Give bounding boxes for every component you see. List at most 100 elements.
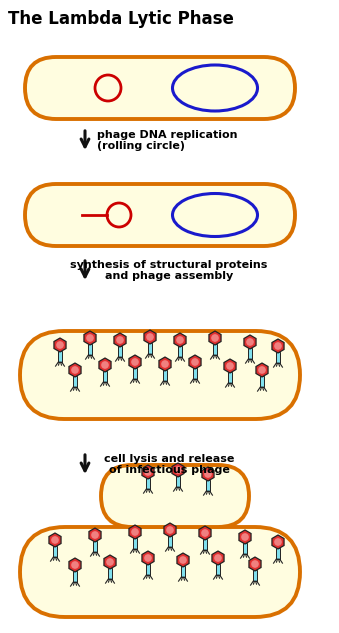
Polygon shape [129, 525, 141, 539]
Bar [133, 539, 137, 549]
Circle shape [144, 554, 152, 562]
Bar [163, 370, 167, 381]
Bar [133, 368, 137, 379]
Polygon shape [54, 338, 66, 352]
Bar [88, 344, 92, 355]
Circle shape [251, 560, 259, 568]
Circle shape [191, 358, 199, 366]
Bar [148, 344, 152, 354]
Polygon shape [189, 355, 201, 369]
Circle shape [116, 336, 124, 344]
Bar [216, 565, 220, 575]
Polygon shape [142, 551, 154, 565]
Circle shape [226, 362, 234, 370]
Circle shape [174, 466, 182, 474]
Bar [203, 539, 207, 550]
Polygon shape [239, 530, 251, 544]
Circle shape [246, 338, 254, 346]
Circle shape [176, 336, 184, 344]
Polygon shape [209, 331, 221, 345]
Polygon shape [49, 533, 61, 547]
Polygon shape [84, 331, 96, 345]
Bar [253, 570, 257, 581]
Polygon shape [249, 557, 261, 571]
Bar [168, 537, 172, 547]
Polygon shape [69, 558, 81, 572]
Polygon shape [142, 465, 154, 479]
Polygon shape [159, 357, 171, 371]
Polygon shape [114, 333, 126, 347]
Bar [118, 346, 122, 357]
Bar [206, 480, 210, 491]
Bar [103, 372, 107, 382]
Circle shape [274, 538, 282, 546]
Bar [276, 548, 280, 559]
FancyBboxPatch shape [20, 331, 300, 419]
Circle shape [131, 528, 139, 536]
Circle shape [131, 358, 139, 366]
FancyBboxPatch shape [25, 57, 295, 119]
Bar [146, 479, 150, 489]
Polygon shape [69, 363, 81, 377]
Text: cell lysis and release
of infectious phage: cell lysis and release of infectious pha… [104, 454, 234, 475]
Circle shape [204, 470, 212, 478]
Circle shape [91, 531, 99, 539]
Circle shape [101, 361, 109, 369]
Circle shape [211, 334, 219, 342]
Text: synthesis of structural proteins
and phage assembly: synthesis of structural proteins and pha… [70, 260, 268, 281]
Polygon shape [99, 358, 111, 372]
FancyBboxPatch shape [20, 527, 300, 617]
Circle shape [86, 334, 94, 342]
Polygon shape [174, 333, 186, 347]
Bar [176, 477, 180, 487]
Polygon shape [104, 555, 116, 569]
Circle shape [179, 556, 187, 564]
Circle shape [144, 468, 152, 476]
Circle shape [166, 526, 174, 534]
Bar [53, 546, 57, 557]
Polygon shape [244, 335, 256, 349]
Circle shape [241, 533, 249, 541]
Bar [260, 377, 264, 387]
Polygon shape [172, 463, 184, 477]
Bar [73, 377, 77, 387]
Circle shape [274, 342, 282, 350]
FancyBboxPatch shape [25, 184, 295, 246]
Circle shape [201, 529, 209, 537]
Circle shape [258, 366, 266, 374]
Bar [108, 568, 112, 579]
Polygon shape [256, 363, 268, 377]
Bar [73, 572, 77, 582]
Polygon shape [224, 359, 236, 373]
Bar [93, 541, 97, 552]
Polygon shape [202, 467, 214, 481]
Text: phage DNA replication
(rolling circle): phage DNA replication (rolling circle) [97, 130, 238, 151]
Circle shape [71, 366, 79, 374]
Circle shape [106, 558, 114, 566]
Bar [243, 544, 247, 554]
FancyBboxPatch shape [101, 465, 249, 527]
Bar [58, 351, 62, 362]
Polygon shape [144, 330, 156, 344]
Circle shape [214, 554, 222, 562]
Polygon shape [164, 523, 176, 537]
Polygon shape [272, 535, 284, 549]
Bar [178, 346, 182, 357]
Bar [146, 565, 150, 575]
Bar [181, 567, 185, 577]
Polygon shape [177, 553, 189, 567]
Circle shape [71, 561, 79, 569]
Polygon shape [129, 355, 141, 369]
Bar [213, 344, 217, 355]
Polygon shape [272, 339, 284, 353]
Circle shape [51, 536, 59, 544]
Circle shape [56, 341, 64, 349]
Bar [248, 349, 252, 359]
Text: The Lambda Lytic Phase: The Lambda Lytic Phase [8, 10, 234, 28]
Bar [228, 372, 232, 383]
Polygon shape [89, 528, 101, 542]
Polygon shape [212, 551, 224, 565]
Circle shape [161, 360, 169, 368]
Bar [276, 353, 280, 363]
Polygon shape [199, 526, 211, 540]
